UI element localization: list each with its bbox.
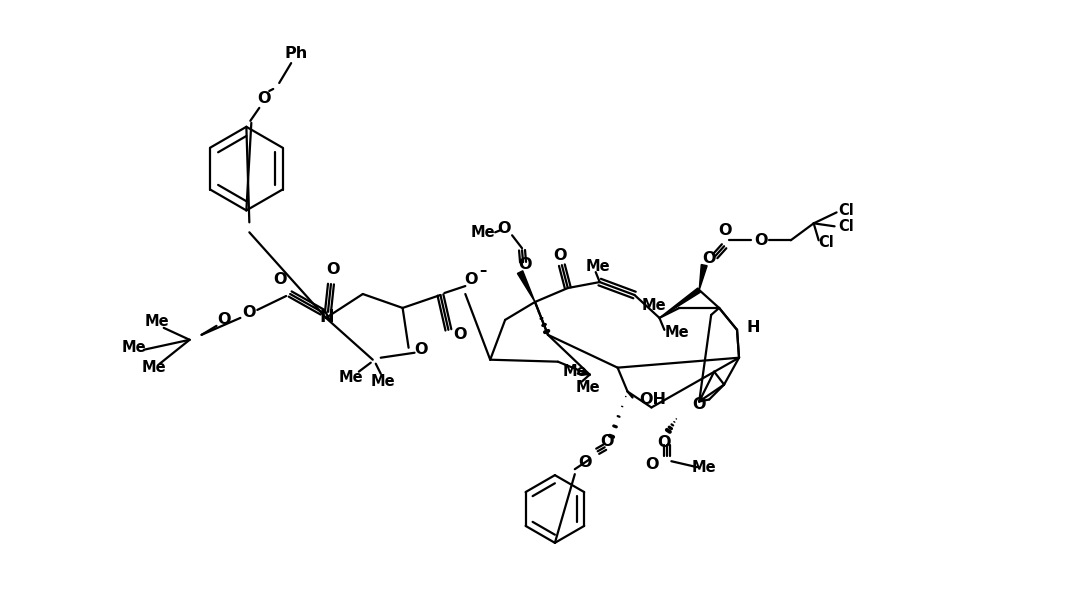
Text: Me: Me <box>471 225 495 240</box>
Text: O: O <box>553 247 567 263</box>
Text: Ph: Ph <box>285 46 307 60</box>
Text: Me: Me <box>562 364 587 379</box>
Text: O: O <box>453 327 467 342</box>
Text: O: O <box>702 250 716 266</box>
Text: Me: Me <box>665 326 689 340</box>
Text: OH: OH <box>639 392 667 407</box>
Text: O: O <box>242 305 256 320</box>
Text: Cl: Cl <box>839 203 855 218</box>
Text: Cl: Cl <box>818 235 834 250</box>
Text: O: O <box>414 342 427 357</box>
Text: O: O <box>578 455 591 469</box>
Text: Me: Me <box>142 360 166 375</box>
Text: O: O <box>657 435 671 450</box>
Text: O: O <box>497 221 511 236</box>
Polygon shape <box>517 271 535 302</box>
Text: O: O <box>692 397 706 412</box>
Text: O: O <box>646 456 659 472</box>
Text: O: O <box>754 233 767 248</box>
Text: Me: Me <box>642 298 667 313</box>
Text: O: O <box>273 272 287 287</box>
Text: O: O <box>464 272 478 287</box>
Text: O: O <box>718 223 732 238</box>
Text: O: O <box>327 262 339 276</box>
Text: Me: Me <box>144 314 169 329</box>
Text: O: O <box>519 257 531 272</box>
Text: Me: Me <box>122 340 146 355</box>
Text: H: H <box>746 320 760 335</box>
Text: O: O <box>600 434 614 449</box>
Text: Me: Me <box>586 259 610 274</box>
Text: Me: Me <box>691 460 717 475</box>
Text: O: O <box>218 313 232 327</box>
Polygon shape <box>659 288 701 318</box>
Text: –: – <box>479 263 487 278</box>
Polygon shape <box>699 265 707 290</box>
Text: Me: Me <box>370 374 395 389</box>
Text: Cl: Cl <box>839 219 855 234</box>
Text: Me: Me <box>338 370 363 385</box>
Text: O: O <box>257 91 271 107</box>
Text: Me: Me <box>575 380 600 395</box>
Text: N: N <box>320 308 334 326</box>
